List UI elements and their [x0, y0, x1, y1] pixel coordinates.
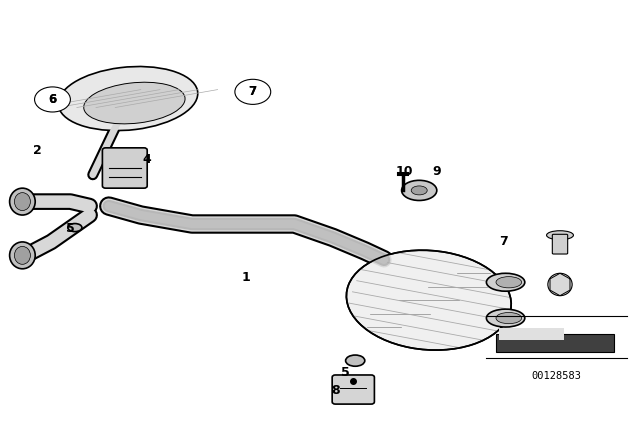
Ellipse shape — [547, 231, 573, 240]
FancyBboxPatch shape — [552, 234, 568, 254]
Ellipse shape — [496, 277, 522, 288]
Ellipse shape — [496, 313, 522, 323]
Ellipse shape — [402, 181, 437, 201]
FancyBboxPatch shape — [102, 148, 147, 188]
FancyBboxPatch shape — [499, 328, 564, 340]
Ellipse shape — [15, 246, 31, 264]
Ellipse shape — [10, 242, 35, 269]
Ellipse shape — [346, 250, 511, 350]
Ellipse shape — [10, 188, 35, 215]
Ellipse shape — [58, 66, 198, 131]
Text: 7: 7 — [249, 85, 257, 99]
Ellipse shape — [548, 273, 572, 296]
Ellipse shape — [15, 193, 31, 211]
Ellipse shape — [486, 309, 525, 327]
Ellipse shape — [486, 273, 525, 291]
Text: 5: 5 — [66, 222, 75, 235]
Text: 8: 8 — [331, 384, 340, 397]
FancyBboxPatch shape — [496, 334, 614, 352]
Text: 00128583: 00128583 — [532, 371, 582, 381]
Ellipse shape — [346, 355, 365, 366]
Text: 6: 6 — [499, 278, 508, 291]
Text: 7: 7 — [249, 85, 257, 99]
Ellipse shape — [84, 82, 185, 124]
Text: 10: 10 — [396, 165, 413, 178]
Text: 1: 1 — [242, 271, 251, 284]
Text: 7: 7 — [499, 235, 508, 249]
Ellipse shape — [412, 186, 428, 195]
Text: 6: 6 — [49, 93, 56, 106]
FancyBboxPatch shape — [332, 375, 374, 404]
Text: 6: 6 — [49, 93, 56, 106]
Ellipse shape — [68, 224, 82, 232]
Text: 4: 4 — [143, 152, 152, 166]
Text: 2: 2 — [33, 143, 42, 157]
Circle shape — [35, 87, 70, 112]
Text: 5: 5 — [341, 366, 350, 379]
Circle shape — [235, 79, 271, 104]
Text: 9: 9 — [432, 165, 441, 178]
Text: 3: 3 — [140, 80, 175, 93]
